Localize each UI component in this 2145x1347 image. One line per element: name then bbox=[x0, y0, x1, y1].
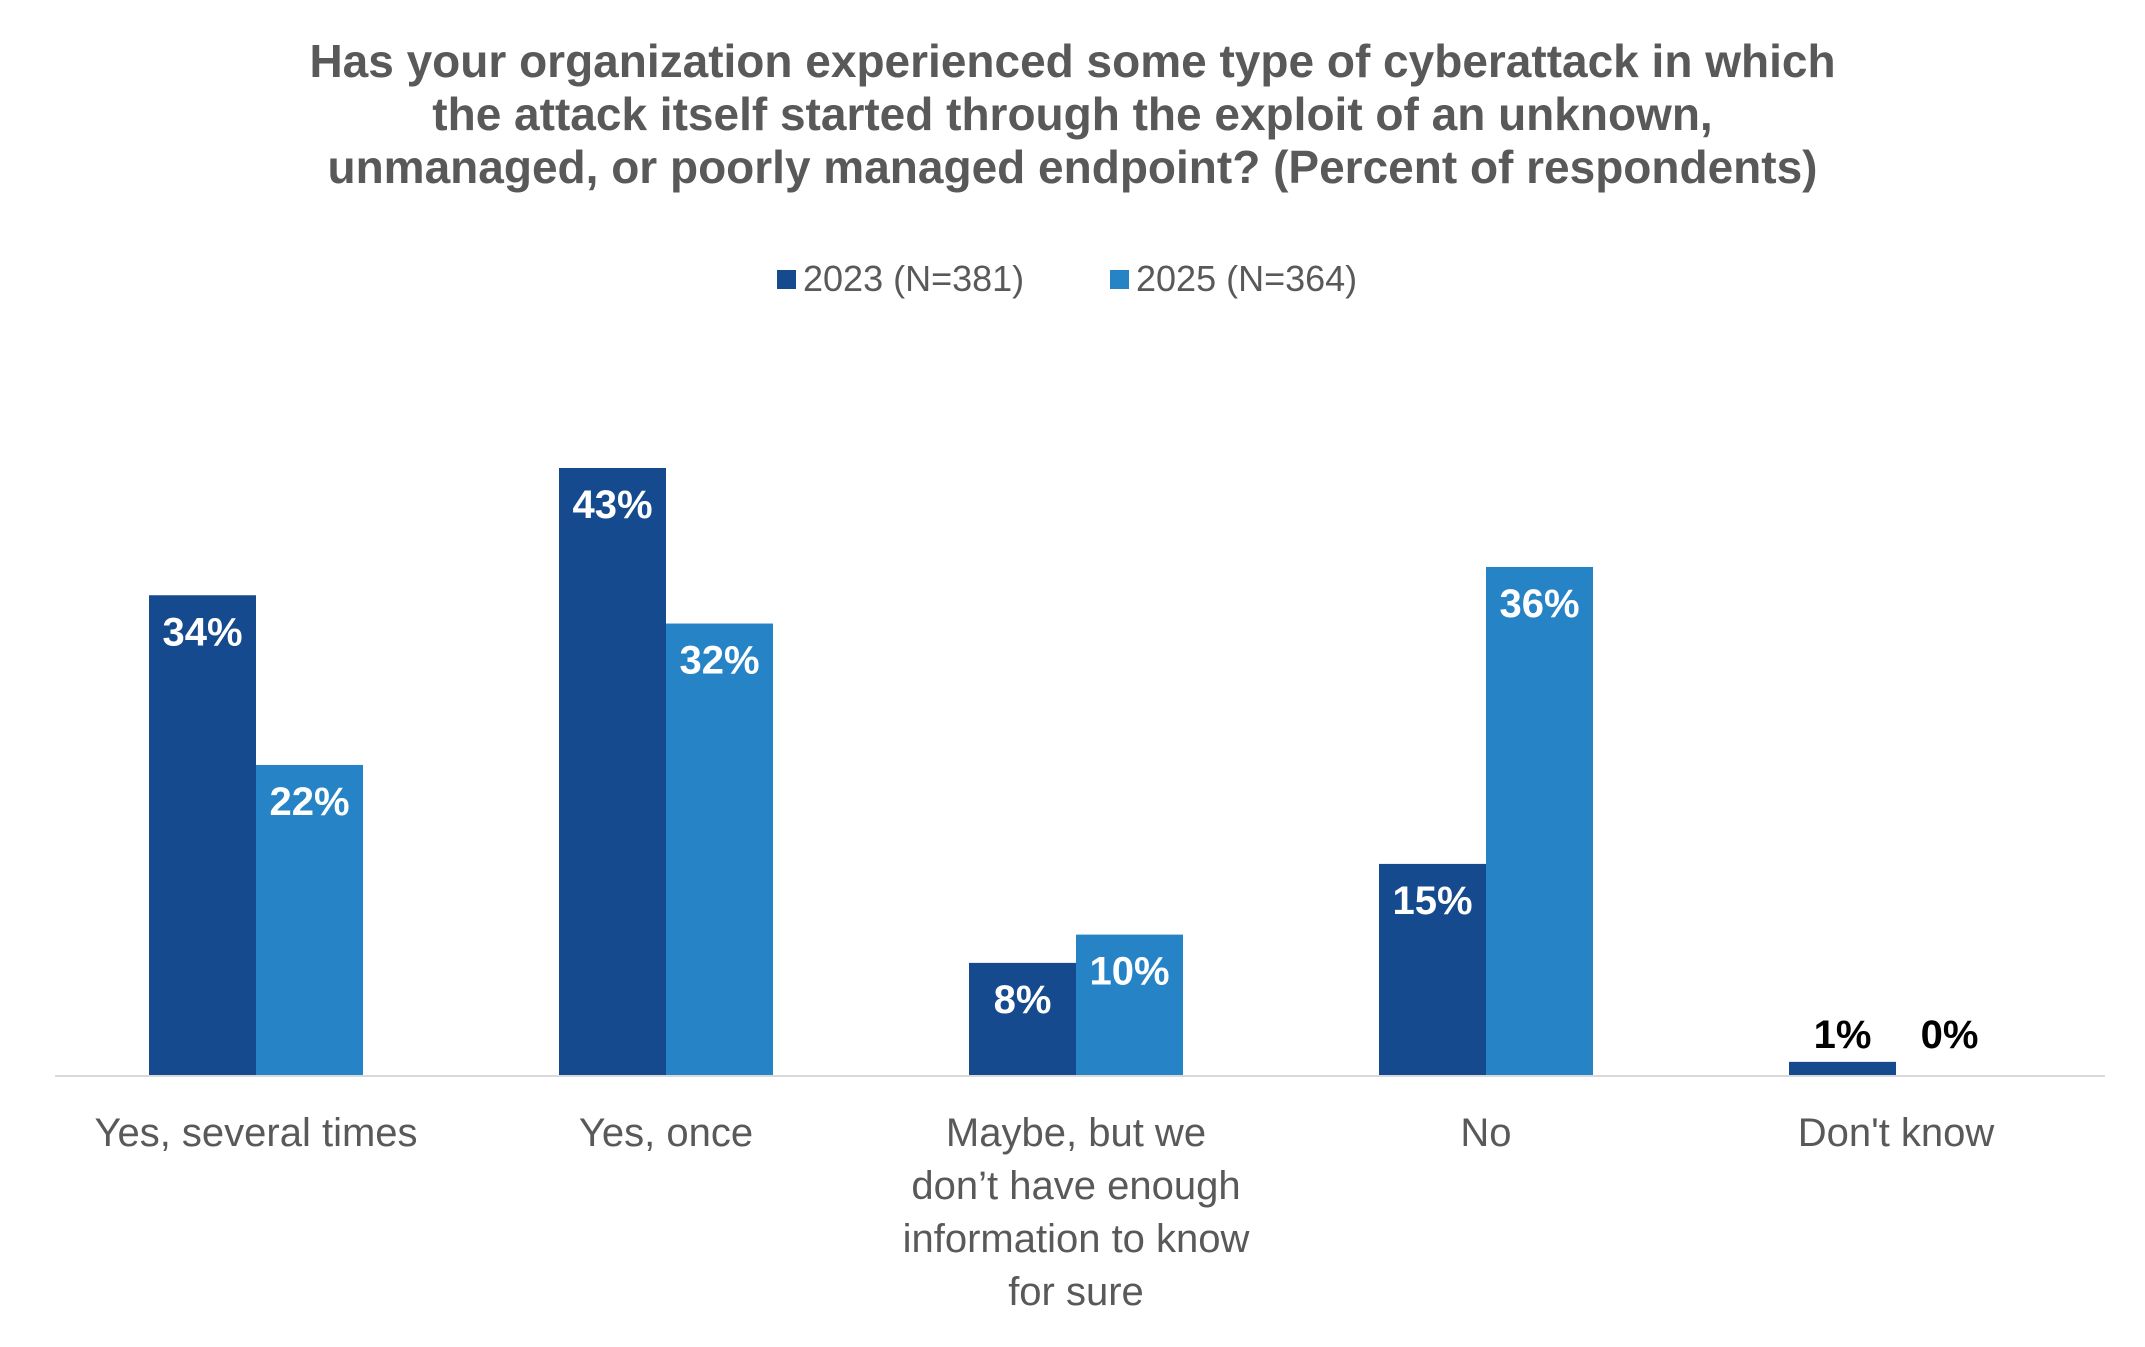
category-label-3-line-1: Maybe, but we bbox=[946, 1111, 1206, 1155]
category-label-1-line-1: Yes, several times bbox=[94, 1111, 417, 1155]
legend-swatch-1 bbox=[777, 270, 796, 289]
chart-title-line-1: Has your organization experienced some t… bbox=[309, 35, 1836, 87]
data-label-series1-cat4: 15% bbox=[1392, 879, 1472, 923]
category-label-5: Don't know bbox=[1798, 1111, 1995, 1155]
data-label-series2-cat4: 36% bbox=[1499, 582, 1579, 626]
data-label-series1-cat3: 8% bbox=[994, 978, 1052, 1022]
bar-series1-cat2 bbox=[559, 468, 666, 1076]
bar-series1-cat5 bbox=[1789, 1061, 1896, 1076]
bar-series2-cat1 bbox=[256, 764, 363, 1076]
bar-series1-cat4 bbox=[1379, 863, 1486, 1076]
bar-series1-cat3 bbox=[969, 962, 1076, 1076]
data-label-series1-cat5: 1% bbox=[1814, 1013, 1872, 1057]
category-label-3-line-3: information to know bbox=[903, 1217, 1250, 1261]
legend: 2023 (N=381) 2025 (N=364) bbox=[777, 258, 1357, 299]
category-label-1: Yes, several times bbox=[94, 1111, 417, 1155]
category-label-4: No bbox=[1460, 1111, 1511, 1155]
category-label-4-line-1: No bbox=[1460, 1111, 1511, 1155]
chart-title-line-3: unmanaged, or poorly managed endpoint? (… bbox=[327, 141, 1818, 193]
chart-title-line-2: the attack itself started through the ex… bbox=[432, 88, 1713, 140]
data-labels-group: 34% 43% 8% 15% 1% 22% 32% 10% 36% 0% bbox=[162, 483, 1978, 1057]
category-label-5-line-1: Don't know bbox=[1798, 1111, 1995, 1155]
data-label-series1-cat1: 34% bbox=[162, 610, 242, 654]
category-label-3-line-4: for sure bbox=[1008, 1270, 1144, 1314]
legend-label-2: 2025 (N=364) bbox=[1136, 258, 1357, 299]
category-label-2: Yes, once bbox=[579, 1111, 753, 1155]
category-label-2-line-1: Yes, once bbox=[579, 1111, 753, 1155]
data-label-series1-cat2: 43% bbox=[572, 483, 652, 527]
bar-series2-cat2 bbox=[666, 623, 773, 1076]
category-label-3: Maybe, but we don’t have enough informatio… bbox=[903, 1111, 1250, 1314]
category-label-3-line-2: don’t have enough bbox=[911, 1164, 1240, 1208]
bar-series1-cat1 bbox=[149, 595, 256, 1076]
data-label-series2-cat1: 22% bbox=[269, 780, 349, 824]
data-label-series2-cat5: 0% bbox=[1921, 1013, 1979, 1057]
bar-series2-cat3 bbox=[1076, 934, 1183, 1076]
data-label-series2-cat3: 10% bbox=[1089, 950, 1169, 994]
bars-group bbox=[149, 468, 1896, 1076]
legend-label-1: 2023 (N=381) bbox=[803, 258, 1024, 299]
legend-swatch-2 bbox=[1110, 270, 1129, 289]
bar-series2-cat4 bbox=[1486, 566, 1593, 1076]
data-label-series2-cat2: 32% bbox=[679, 639, 759, 683]
chart-title: Has your organization experienced some t… bbox=[150, 35, 1995, 194]
category-labels-group: Yes, several times Yes, once Maybe, but we… bbox=[94, 1111, 1994, 1314]
